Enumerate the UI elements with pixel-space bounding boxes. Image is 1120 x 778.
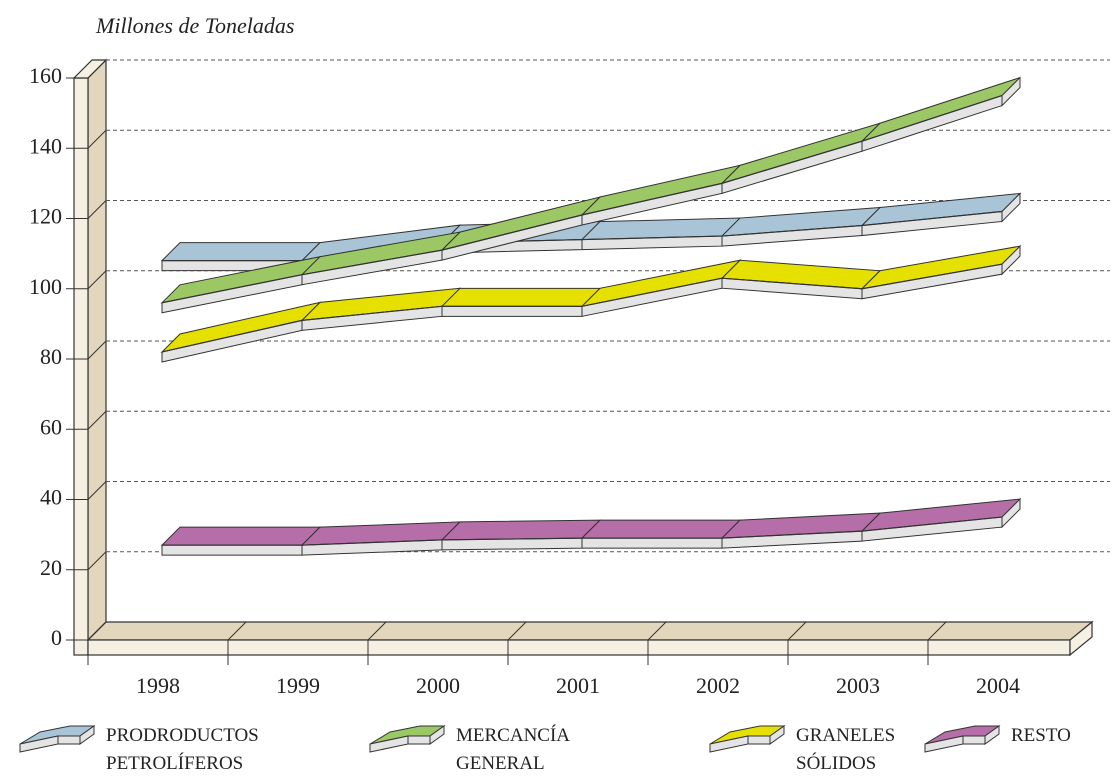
tick-diagonal [87, 551, 107, 571]
tick-diagonal [87, 59, 107, 79]
series-line [162, 516, 1003, 546]
legend-icon [369, 725, 446, 753]
ribbon-front [581, 537, 723, 549]
tick-diagonal [87, 129, 107, 149]
category-divider-floor [87, 621, 107, 641]
y-axis-title: Millones de Toneladas [95, 13, 294, 38]
category-divider-floor [227, 621, 247, 641]
legend-item: MERCANCÍA GENERAL [368, 722, 606, 778]
ribbon-top [861, 77, 1021, 142]
y-tick-label: 20 [40, 555, 62, 580]
ribbon-end [1001, 192, 1021, 223]
category-divider-floor [927, 621, 947, 641]
legend-swatch [57, 735, 81, 745]
y-tick-label: 140 [29, 133, 62, 158]
ribbon-top [440, 287, 602, 307]
x-tick-label: 2000 [416, 673, 460, 698]
ribbon-top [160, 242, 322, 262]
category-divider-floor [647, 621, 667, 641]
category-divider-floor [507, 621, 527, 641]
legend-label: MERCANCÍA GENERAL [456, 725, 569, 774]
tick-diagonal [87, 270, 107, 290]
ribbon-front [161, 544, 303, 556]
category-divider-floor [367, 621, 387, 641]
x-tick-label: 2003 [836, 673, 880, 698]
legend-icon [19, 725, 96, 753]
series-ribbon [160, 76, 1021, 314]
floor-side [1069, 620, 1093, 657]
x-tick-label: 2002 [696, 673, 740, 698]
wall-front [73, 77, 89, 656]
ribbon-top [580, 519, 742, 539]
ribbon-top [160, 526, 322, 546]
legend-swatch [79, 725, 95, 745]
tick-diagonal [87, 410, 107, 430]
y-tick-label: 0 [51, 625, 62, 650]
floor-top [86, 621, 1094, 641]
y-tick-label: 160 [29, 63, 62, 88]
legend-swatch [407, 735, 431, 745]
y-tick-label: 80 [40, 344, 62, 369]
legend-icon [924, 725, 1001, 753]
tick-diagonal [87, 340, 107, 360]
ribbon-front [441, 305, 583, 317]
y-tick-label: 40 [40, 485, 62, 510]
y-tick-label: 100 [29, 274, 62, 299]
ribbon-end [1001, 76, 1021, 107]
ribbon-end [1001, 244, 1021, 276]
y-tick-label: 60 [40, 414, 62, 439]
legend-label: PRODRODUCTOS PETROLÍFEROS [106, 725, 259, 774]
legend-item: GRANELES SÓLIDOS [708, 722, 946, 778]
legend-item: PRODRODUCTOS PETROLÍFEROS [18, 722, 259, 778]
legend-swatch [962, 735, 986, 745]
legend-item: RESTO [923, 722, 1120, 756]
floor-front [87, 639, 1071, 656]
legend-swatch [747, 735, 771, 745]
series-ribbon [160, 497, 1022, 556]
y-tick-label: 120 [29, 204, 62, 229]
legend-label: RESTO [1011, 725, 1071, 746]
legend-swatch [769, 725, 785, 745]
chart: Millones de Toneladas 0 20 40 60 80 100 120 140… [29, 13, 1110, 698]
tick-diagonal [87, 481, 107, 500]
series-line [161, 94, 1003, 304]
ribbon-top [440, 519, 602, 541]
series-ribbon [160, 244, 1022, 363]
x-tick-label: 2004 [976, 673, 1020, 698]
category-divider-floor [787, 621, 807, 641]
legend-swatch [984, 725, 1000, 745]
legend-label: GRANELES SÓLIDOS [796, 725, 896, 774]
ribbon-end [1001, 497, 1021, 529]
legend-swatch [429, 725, 445, 745]
tick-diagonal [87, 200, 107, 219]
legend-icon [709, 725, 786, 753]
x-tick-label: 1999 [276, 673, 320, 698]
x-tick-label: 1998 [136, 673, 180, 698]
x-tick-label: 2001 [556, 673, 600, 698]
series-line [161, 263, 1003, 353]
